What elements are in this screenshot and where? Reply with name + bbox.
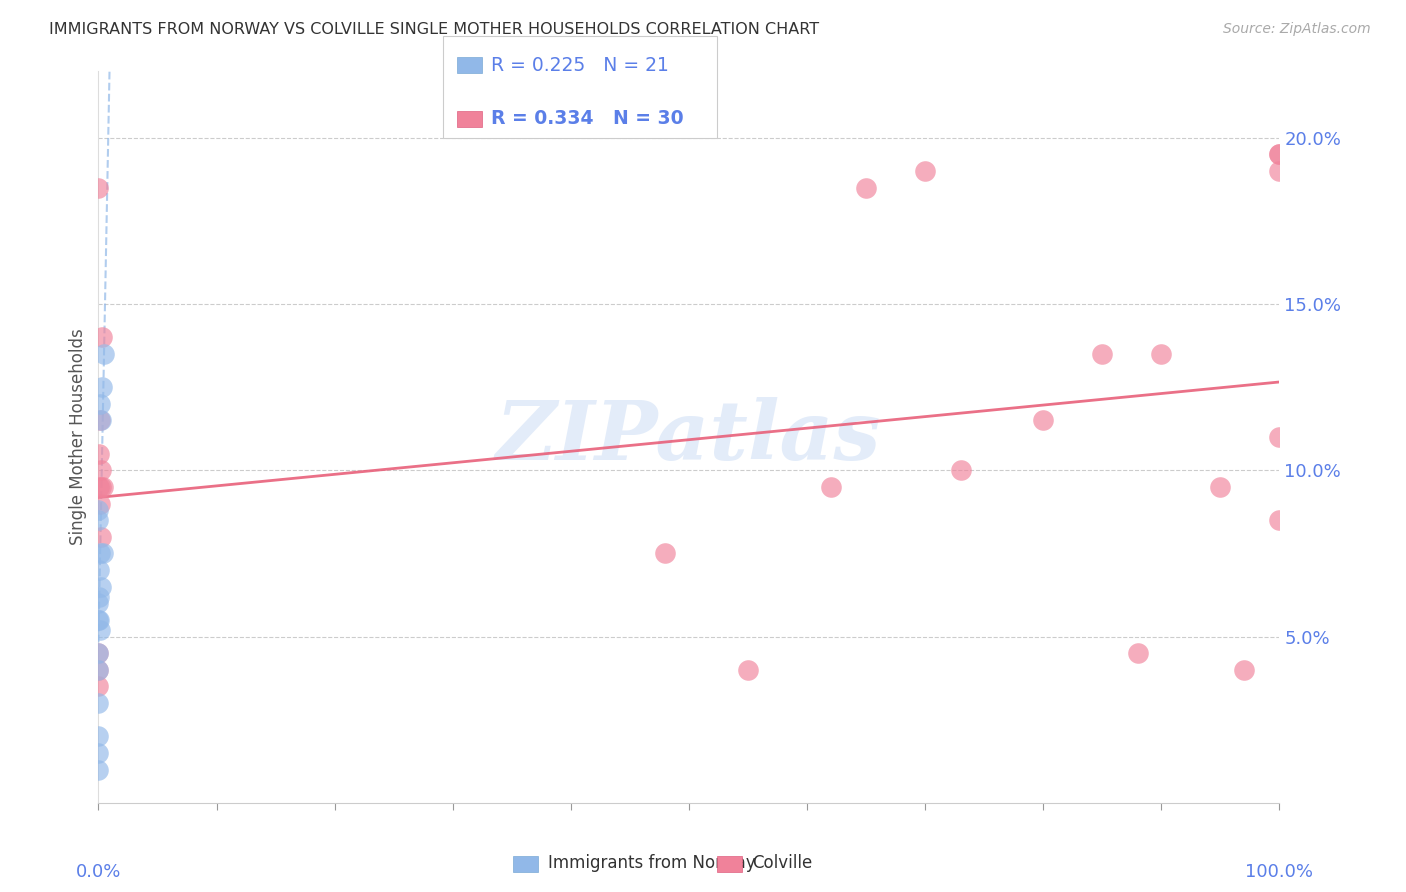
Point — [1209, 480, 1232, 494]
Point — [87, 480, 110, 494]
Point — [91, 380, 114, 394]
Text: Source: ZipAtlas.com: Source: ZipAtlas.com — [1223, 22, 1371, 37]
Point — [87, 180, 110, 194]
Point — [89, 563, 111, 577]
Point — [87, 646, 110, 660]
Point — [89, 397, 111, 411]
Point — [87, 729, 110, 743]
Text: Colville: Colville — [752, 855, 813, 872]
Point — [89, 447, 111, 461]
Text: ZIPatlas: ZIPatlas — [496, 397, 882, 477]
Point — [90, 580, 112, 594]
Point — [91, 546, 114, 560]
Point — [93, 347, 115, 361]
Point — [654, 546, 676, 560]
Text: R = 0.225   N = 21: R = 0.225 N = 21 — [491, 55, 669, 75]
Point — [89, 413, 111, 427]
Point — [87, 503, 110, 517]
Point — [89, 590, 111, 604]
Point — [1032, 413, 1054, 427]
Point — [737, 663, 759, 677]
Point — [855, 180, 877, 194]
Point — [87, 646, 110, 660]
Point — [1268, 164, 1291, 178]
Point — [87, 763, 110, 777]
Point — [91, 330, 114, 344]
Point — [1150, 347, 1173, 361]
Text: 0.0%: 0.0% — [76, 863, 121, 880]
Point — [90, 413, 112, 427]
Point — [90, 463, 112, 477]
Point — [87, 696, 110, 710]
Point — [90, 530, 112, 544]
Point — [87, 663, 110, 677]
Point — [914, 164, 936, 178]
Y-axis label: Single Mother Households: Single Mother Households — [69, 329, 87, 545]
Text: Immigrants from Norway: Immigrants from Norway — [548, 855, 756, 872]
Point — [89, 497, 111, 511]
Point — [90, 480, 112, 494]
Point — [89, 546, 111, 560]
Text: IMMIGRANTS FROM NORWAY VS COLVILLE SINGLE MOTHER HOUSEHOLDS CORRELATION CHART: IMMIGRANTS FROM NORWAY VS COLVILLE SINGL… — [49, 22, 820, 37]
Point — [1268, 430, 1291, 444]
Point — [91, 480, 114, 494]
Point — [87, 513, 110, 527]
Point — [949, 463, 972, 477]
Point — [1268, 513, 1291, 527]
Point — [1268, 147, 1291, 161]
Point — [87, 596, 110, 610]
Text: 100.0%: 100.0% — [1246, 863, 1313, 880]
Text: R = 0.334   N = 30: R = 0.334 N = 30 — [491, 109, 683, 128]
Point — [87, 746, 110, 760]
Point — [87, 613, 110, 627]
Point — [1091, 347, 1114, 361]
Point — [89, 623, 111, 637]
Point — [1126, 646, 1149, 660]
Point — [87, 613, 110, 627]
Point — [820, 480, 842, 494]
Point — [1233, 663, 1256, 677]
Point — [1268, 147, 1291, 161]
Point — [87, 663, 110, 677]
Point — [87, 680, 110, 694]
